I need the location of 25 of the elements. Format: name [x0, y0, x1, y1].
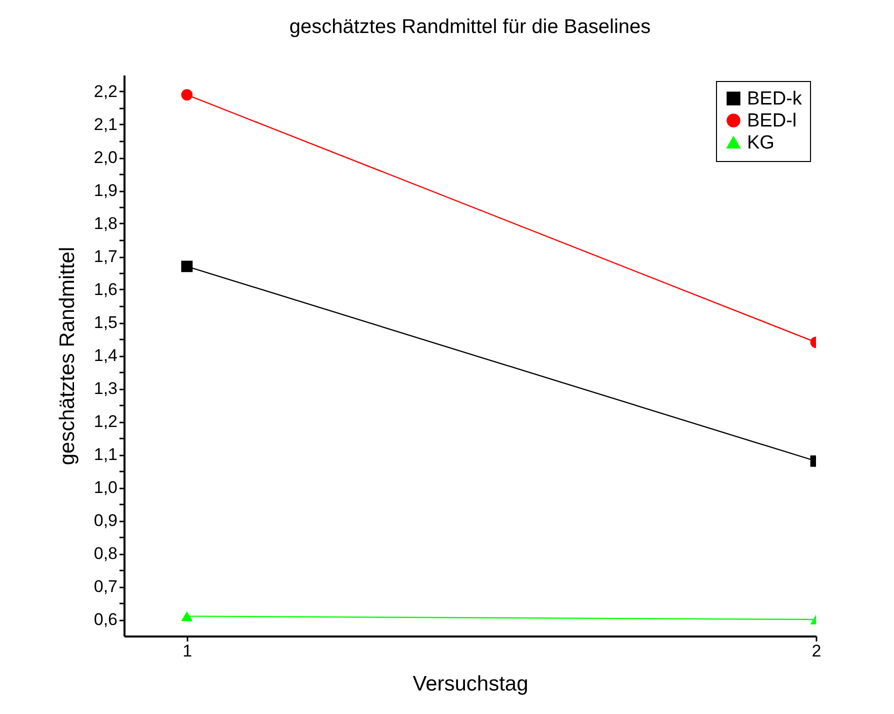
x-tick-label: 2 [812, 642, 822, 660]
x-axis-title: Versuchstag [412, 672, 528, 696]
y-tick-label: 1,6 [94, 280, 118, 299]
legend-label: BED-k [747, 88, 802, 110]
y-tick-label: 1,9 [94, 181, 118, 200]
y-tick-label: 0,6 [94, 610, 118, 629]
legend-label: KG [747, 132, 774, 154]
chart-title: geschätztes Randmittel für die Baselines [289, 16, 651, 38]
y-tick-label: 1,5 [94, 313, 118, 332]
y-tick-label: 1,8 [94, 214, 118, 233]
y-tick-label: 1,3 [94, 379, 118, 398]
x-tick-label: 1 [182, 642, 192, 660]
y-tick-label: 2,0 [94, 148, 118, 167]
y-tick-label: 1,2 [94, 412, 118, 431]
y-tick-label: 0,9 [94, 511, 118, 530]
y-tick-label: 1,4 [94, 346, 118, 365]
y-axis-title: geschätztes Randmittel [56, 246, 79, 466]
y-tick-label: 1,0 [94, 478, 118, 497]
y-tick-label: 1,7 [94, 247, 118, 266]
y-tick-label: 2,2 [94, 82, 118, 101]
y-tick-label: 0,7 [94, 577, 118, 596]
y-tick-label: 0,8 [94, 544, 118, 563]
legend-label: BED-l [747, 110, 797, 132]
y-tick-label: 1,1 [94, 445, 118, 464]
y-tick-label: 2,1 [94, 115, 118, 134]
